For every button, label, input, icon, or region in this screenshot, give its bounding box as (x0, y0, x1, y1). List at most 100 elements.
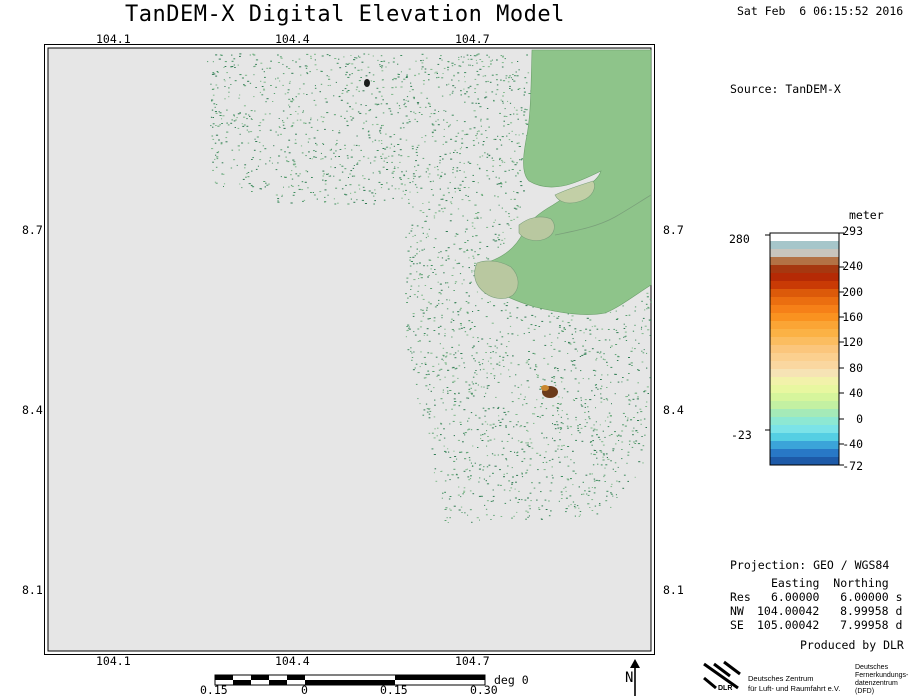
speckle-dot (536, 416, 539, 417)
speckle-dot (458, 328, 461, 330)
speckle-dot (429, 116, 431, 118)
speckle-dot (324, 180, 326, 182)
speckle-dot (433, 215, 436, 217)
speckle-dot (632, 434, 634, 436)
map-title: TanDEM-X Digital Elevation Model (125, 2, 565, 27)
speckle-dot (445, 451, 447, 453)
speckle-dot (367, 157, 370, 159)
speckle-dot (504, 161, 506, 163)
speckle-dot (513, 191, 515, 192)
speckle-dot (290, 126, 293, 128)
speckle-dot (603, 476, 605, 478)
speckle-dot (419, 106, 422, 108)
speckle-dot (586, 317, 589, 319)
speckle-dot (413, 351, 415, 353)
speckle-dot (565, 490, 567, 492)
legend-color-bar (770, 249, 839, 258)
speckle-dot (646, 292, 649, 294)
map-frame[interactable] (44, 44, 655, 655)
speckle-dot (259, 130, 261, 132)
speckle-dot (388, 108, 391, 110)
speckle-dot (243, 85, 247, 87)
speckle-dot (485, 91, 487, 93)
speckle-dot (393, 57, 395, 59)
speckle-dot (327, 173, 329, 175)
speckle-dot (488, 178, 491, 180)
speckle-dot (320, 152, 322, 154)
speckle-dot (591, 326, 593, 328)
speckle-dot (530, 500, 532, 502)
speckle-dot (443, 445, 445, 447)
speckle-dot (627, 451, 630, 453)
speckle-dot (510, 157, 512, 159)
speckle-dot (487, 80, 490, 82)
speckle-dot (476, 62, 478, 64)
speckle-dot (471, 249, 473, 251)
speckle-dot (435, 273, 437, 275)
speckle-dot (444, 333, 446, 334)
speckle-dot (578, 486, 580, 488)
legend-color-bar (770, 321, 839, 330)
speckle-dot (441, 358, 443, 360)
legend-tick-label: 80 (849, 361, 863, 375)
speckle-dot (556, 317, 559, 319)
speckle-dot (316, 198, 318, 200)
speckle-dot (420, 92, 423, 94)
speckle-dot (363, 178, 366, 180)
speckle-dot (467, 58, 470, 60)
speckle-dot (543, 379, 546, 381)
speckle-dot (560, 416, 562, 418)
speckle-dot (463, 279, 465, 281)
speckle-dot (468, 257, 470, 259)
speckle-dot (531, 482, 533, 484)
speckle-dot (567, 313, 569, 315)
speckle-dot (410, 246, 412, 248)
speckle-dot (518, 490, 520, 492)
speckle-dot (501, 136, 504, 138)
speckle-dot (355, 89, 358, 91)
speckle-dot (573, 400, 575, 401)
speckle-dot (478, 142, 480, 144)
speckle-dot (476, 517, 479, 519)
speckle-dot (433, 387, 435, 389)
speckle-dot (471, 466, 474, 467)
speckle-dot (545, 461, 548, 463)
speckle-dot (464, 81, 466, 83)
speckle-dot (378, 91, 381, 93)
speckle-dot (606, 490, 609, 492)
speckle-dot (609, 311, 612, 313)
speckle-dot (520, 185, 523, 187)
speckle-dot (517, 118, 519, 120)
speckle-dot (226, 109, 228, 111)
speckle-dot (408, 119, 410, 120)
speckle-dot (581, 354, 584, 356)
speckle-dot (491, 427, 494, 429)
speckle-dot (211, 109, 214, 111)
speckle-dot (236, 117, 238, 119)
speckle-dot (641, 436, 643, 437)
speckle-dot (262, 145, 264, 147)
speckle-dot (414, 175, 416, 177)
speckle-dot (541, 320, 544, 322)
speckle-dot (231, 119, 233, 121)
speckle-dot (479, 248, 481, 250)
speckle-dot (439, 283, 442, 285)
speckle-dot (280, 57, 283, 59)
speckle-dot (534, 316, 537, 318)
speckle-dot (646, 401, 648, 403)
speckle-dot (533, 328, 536, 330)
speckle-dot (217, 87, 219, 89)
speckle-dot (497, 196, 499, 198)
speckle-dot (451, 197, 453, 199)
speckle-dot (464, 72, 467, 74)
speckle-dot (211, 73, 214, 75)
speckle-dot (310, 119, 312, 121)
speckle-dot (451, 318, 454, 320)
speckle-dot (219, 112, 222, 114)
speckle-dot (288, 152, 291, 154)
speckle-dot (602, 459, 605, 461)
speckle-dot (277, 200, 279, 202)
speckle-dot (486, 483, 490, 485)
elevation-map[interactable] (45, 45, 654, 654)
speckle-dot (525, 442, 527, 444)
